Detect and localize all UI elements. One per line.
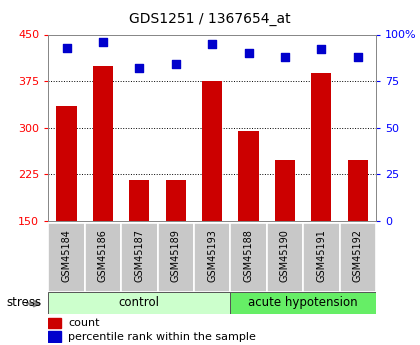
Bar — [202, 81, 222, 221]
Text: GSM45189: GSM45189 — [171, 229, 181, 282]
Bar — [230, 292, 376, 314]
Point — [100, 39, 106, 45]
Bar — [129, 180, 150, 221]
Bar — [48, 332, 61, 342]
Bar — [267, 223, 303, 292]
Bar — [311, 73, 331, 221]
Bar — [239, 131, 259, 221]
Text: GSM45187: GSM45187 — [134, 229, 144, 282]
Text: GSM45190: GSM45190 — [280, 229, 290, 282]
Bar — [93, 66, 113, 221]
Bar — [121, 223, 158, 292]
Point — [245, 50, 252, 56]
Bar — [194, 223, 230, 292]
Text: count: count — [68, 318, 100, 328]
Text: stress: stress — [6, 296, 42, 309]
Point — [281, 54, 288, 60]
Bar — [48, 223, 85, 292]
Text: GSM45193: GSM45193 — [207, 229, 217, 282]
Point — [136, 65, 143, 71]
Point — [318, 47, 325, 52]
Bar — [339, 223, 376, 292]
Text: acute hypotension: acute hypotension — [248, 296, 358, 309]
Point — [354, 54, 361, 60]
Bar — [303, 223, 339, 292]
Point — [209, 41, 215, 47]
Text: GSM45188: GSM45188 — [244, 229, 254, 282]
Text: percentile rank within the sample: percentile rank within the sample — [68, 332, 256, 342]
Text: GDS1251 / 1367654_at: GDS1251 / 1367654_at — [129, 12, 291, 26]
Point — [172, 61, 179, 67]
Text: GSM45184: GSM45184 — [61, 229, 71, 282]
Bar — [275, 160, 295, 221]
Bar — [48, 318, 61, 328]
Bar — [158, 223, 194, 292]
Bar — [85, 223, 121, 292]
Bar — [348, 160, 368, 221]
Point — [63, 45, 70, 50]
Text: GSM45191: GSM45191 — [316, 229, 326, 282]
Text: control: control — [119, 296, 160, 309]
Text: GSM45186: GSM45186 — [98, 229, 108, 282]
Bar — [48, 292, 230, 314]
Text: GSM45192: GSM45192 — [353, 229, 363, 282]
Bar — [165, 180, 186, 221]
Bar — [57, 106, 76, 221]
Bar — [230, 223, 267, 292]
